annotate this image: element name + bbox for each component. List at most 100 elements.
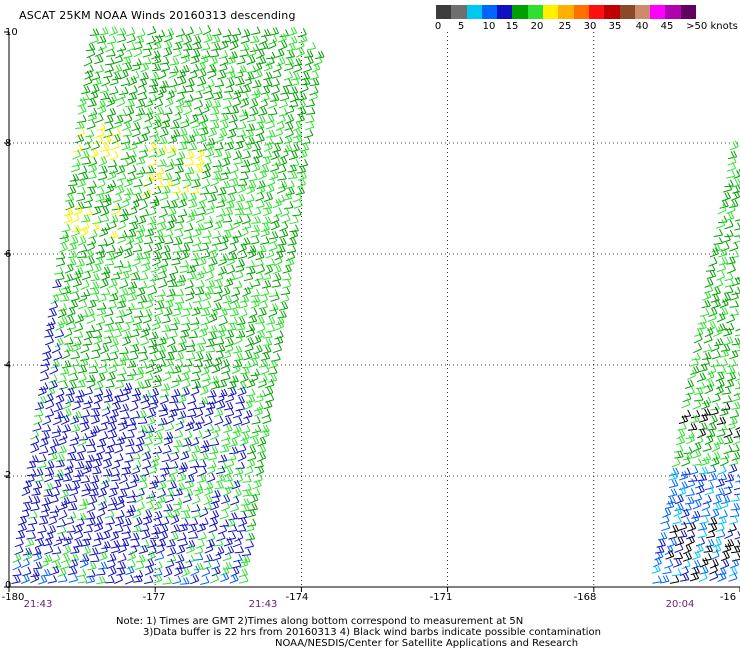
wind-barb bbox=[70, 358, 80, 367]
wind-barb bbox=[245, 136, 256, 146]
wind-barb bbox=[651, 564, 661, 574]
wind-barb bbox=[137, 410, 147, 419]
wind-barb bbox=[254, 459, 264, 469]
wind-barb bbox=[251, 90, 261, 100]
wind-barb bbox=[253, 344, 263, 355]
wind-barb bbox=[179, 259, 190, 268]
wind-barb bbox=[255, 329, 266, 340]
wind-barb bbox=[180, 323, 191, 332]
wind-barb bbox=[692, 499, 702, 510]
wind-barb bbox=[118, 473, 128, 485]
wind-barb bbox=[736, 171, 740, 173]
wind-barb bbox=[104, 445, 115, 454]
wind-barb bbox=[238, 568, 248, 578]
wind-barb bbox=[104, 307, 114, 317]
wind-barb bbox=[190, 317, 200, 325]
wind-barb bbox=[235, 258, 245, 268]
wind-barb bbox=[69, 173, 80, 182]
wind-barb bbox=[192, 227, 202, 238]
wind-barb bbox=[86, 313, 96, 324]
wind-barb bbox=[226, 531, 237, 541]
wind-barb bbox=[161, 252, 172, 261]
wind-barb bbox=[176, 401, 186, 411]
wind-barb bbox=[111, 459, 121, 470]
wind-barb bbox=[728, 572, 738, 582]
wind-barb bbox=[117, 233, 127, 244]
wind-barb bbox=[20, 574, 30, 584]
wind-barb bbox=[149, 531, 160, 540]
wind-barb bbox=[270, 214, 280, 225]
wind-barb bbox=[107, 415, 118, 425]
wind-barb bbox=[93, 134, 104, 144]
wind-barb bbox=[114, 516, 125, 527]
wind-barb bbox=[274, 250, 284, 261]
wind-barb bbox=[180, 371, 190, 382]
wind-barb bbox=[287, 237, 297, 246]
wind-barb bbox=[104, 394, 114, 403]
wind-barb bbox=[284, 201, 294, 210]
wind-barb bbox=[117, 367, 127, 376]
wind-barb bbox=[269, 27, 280, 36]
wind-barb bbox=[240, 416, 250, 426]
wind-barb bbox=[83, 76, 93, 87]
wind-barb bbox=[704, 481, 714, 491]
pass-time-label: 21:43 bbox=[248, 599, 278, 610]
wind-barb bbox=[686, 433, 695, 445]
wind-barb bbox=[30, 569, 40, 578]
wind-barb bbox=[137, 360, 148, 369]
wind-barb bbox=[262, 206, 272, 217]
wind-barb bbox=[222, 416, 232, 427]
wind-barb bbox=[28, 516, 38, 526]
wind-barb bbox=[241, 237, 251, 246]
wind-barb bbox=[260, 428, 270, 439]
wind-barb bbox=[37, 524, 47, 534]
wind-barb bbox=[232, 408, 243, 419]
wind-barb bbox=[187, 142, 198, 151]
wind-barb bbox=[210, 176, 220, 187]
wind-barb bbox=[88, 359, 99, 368]
wind-barb bbox=[153, 561, 163, 571]
wind-barb bbox=[190, 128, 200, 139]
wind-barb bbox=[167, 85, 177, 95]
wind-barb bbox=[196, 200, 206, 210]
wind-barb bbox=[151, 452, 160, 463]
wind-barb bbox=[39, 382, 49, 391]
wind-barb bbox=[144, 565, 154, 576]
wind-barb bbox=[180, 511, 191, 519]
wind-barb bbox=[228, 113, 238, 124]
wind-barb bbox=[139, 352, 149, 362]
wind-barb bbox=[132, 508, 142, 519]
wind-barb bbox=[42, 554, 53, 563]
wind-barb bbox=[697, 315, 707, 325]
wind-barb bbox=[153, 573, 163, 584]
wind-barb bbox=[155, 294, 165, 303]
wind-barb bbox=[182, 493, 192, 504]
wind-barb bbox=[151, 320, 161, 331]
wind-barb bbox=[726, 161, 737, 172]
wind-barb bbox=[181, 173, 192, 182]
wind-barb bbox=[138, 544, 149, 554]
wind-barb bbox=[86, 186, 96, 196]
wind-barb bbox=[163, 509, 174, 518]
wind-barb bbox=[82, 400, 92, 410]
wind-barb bbox=[275, 48, 285, 58]
wind-barb bbox=[96, 315, 106, 326]
wind-barb bbox=[265, 248, 275, 259]
wind-barb bbox=[217, 379, 228, 389]
wind-barb bbox=[94, 64, 105, 74]
wind-barb bbox=[205, 338, 216, 348]
wind-barb bbox=[107, 93, 118, 103]
wind-barb bbox=[220, 180, 231, 189]
wind-barb bbox=[260, 352, 271, 361]
wind-barb bbox=[178, 192, 188, 203]
wind-barb bbox=[272, 272, 282, 282]
wind-barb bbox=[231, 27, 242, 37]
wind-barb bbox=[207, 68, 217, 79]
wind-barb bbox=[178, 461, 189, 470]
wind-barb bbox=[282, 264, 292, 274]
wind-barb bbox=[183, 43, 193, 51]
wind-barb bbox=[108, 26, 118, 36]
wind-barb bbox=[191, 243, 202, 253]
wind-barb bbox=[175, 415, 185, 426]
wind-barb bbox=[717, 464, 727, 475]
